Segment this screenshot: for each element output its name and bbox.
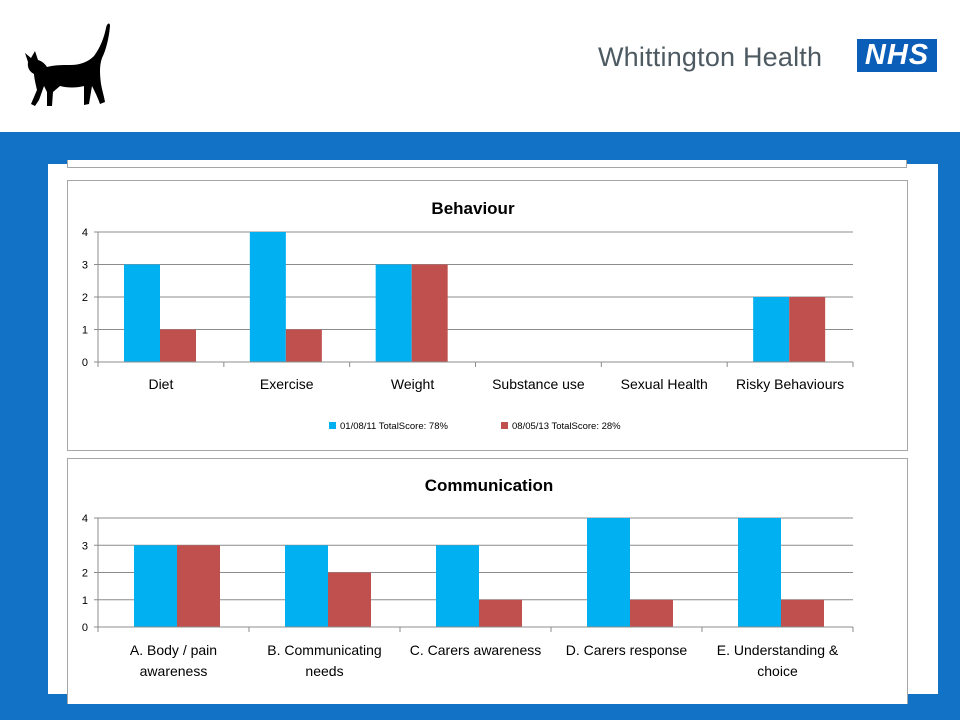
header-bar: Whittington Health NHS [0,0,960,132]
x-category-label: B. Communicating [267,642,381,658]
x-category-label: A. Body / pain [130,642,217,658]
x-category-label: C. Carers awareness [410,642,542,658]
bar-series-1 [587,518,630,627]
bar-series-2 [630,599,673,627]
legend-swatch-1 [329,422,336,429]
x-category-label: Risky Behaviours [736,376,844,392]
bar-series-2 [177,545,220,627]
legend-label-2: 08/05/13 TotalScore: 28% [512,421,621,432]
legend-swatch-2 [501,422,508,429]
y-tick-label: 0 [82,357,88,369]
chart-title: Communication [425,476,553,495]
y-tick-label: 4 [82,227,88,239]
communication-chart: Communication 0 1 2 3 4 A. Body / pain awarenes… [82,476,854,679]
bar-series-2 [285,329,322,362]
bar-series-2 [781,599,824,627]
bar-series-2 [479,599,522,627]
bar-series-2 [411,264,448,362]
chart-sheet: Behaviour 0 1 2 3 4 Diet Exercise Weight Substanc… [48,160,938,704]
y-tick-label: 2 [82,292,88,304]
x-category-label: Sexual Health [621,376,708,392]
bar-series-1 [436,545,479,627]
communication-chart-panel: Communication 0 1 2 3 4 A. Body / pain awarenes… [67,458,908,704]
y-tick-label: 1 [82,595,88,607]
y-tick-label: 3 [82,540,88,552]
x-category-label: D. Carers response [566,642,688,658]
x-category-label: choice [757,663,798,679]
bar-series-1 [738,518,781,627]
legend-label-1: 01/08/11 TotalScore: 78% [340,421,448,432]
bar-series-2 [789,297,826,362]
behaviour-chart: Behaviour 0 1 2 3 4 Diet Exercise Weight Substanc… [82,199,854,432]
y-tick-label: 0 [82,622,88,634]
x-category-label: E. Understanding & [717,642,839,658]
behaviour-chart-panel: Behaviour 0 1 2 3 4 Diet Exercise Weight Substanc… [67,180,908,451]
bar-series-1 [375,264,412,362]
x-category-label: Substance use [492,376,585,392]
previous-chart-fragment [67,160,907,168]
brand-name: Whittington Health [598,42,823,72]
x-category-label: Diet [148,376,173,392]
y-tick-label: 2 [82,568,88,580]
x-category-label: awareness [140,663,208,679]
bar-series-1 [134,545,177,627]
y-tick-label: 1 [82,325,88,337]
bar-series-1 [124,264,160,362]
black-cat-icon [22,20,114,110]
bar-series-1 [249,232,286,362]
x-category-label: Weight [391,376,434,392]
x-category-label: Exercise [260,376,314,392]
bar-series-2 [328,572,371,627]
x-category-label: needs [305,663,343,679]
bar-series-2 [160,329,196,362]
y-tick-label: 4 [82,513,88,525]
bar-series-1 [285,545,328,627]
bar-series-1 [753,297,790,362]
y-tick-label: 3 [82,260,88,272]
nhs-logo: NHS [857,39,937,72]
chart-title: Behaviour [431,199,515,218]
